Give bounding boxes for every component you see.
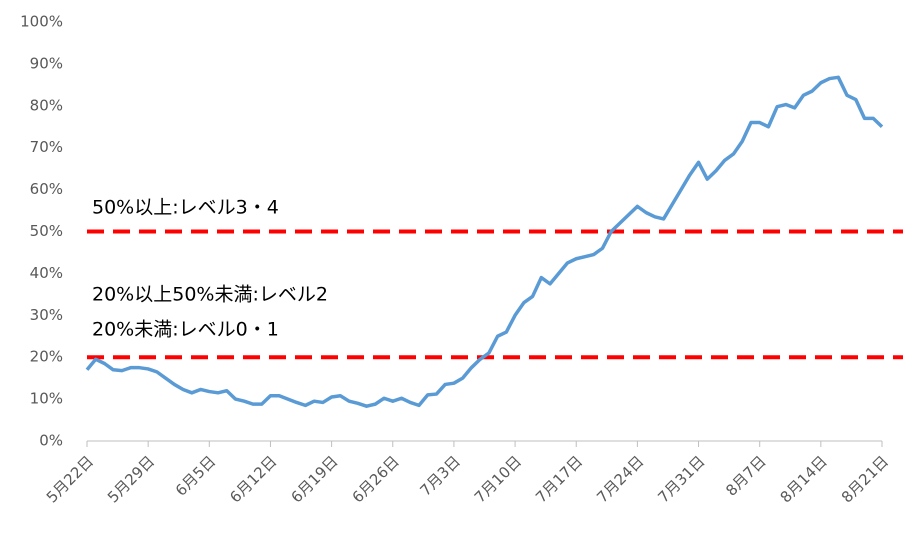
x-tick-label: 8月7日 — [722, 452, 769, 499]
y-tick-label: 50% — [30, 222, 63, 240]
annotation: 50%以上:レベル3・4 — [92, 197, 279, 219]
y-tick-label: 60% — [30, 180, 63, 198]
x-tick-label: 5月29日 — [104, 452, 158, 506]
x-tick-label: 5月22日 — [43, 452, 97, 506]
x-tick-label: 6月26日 — [349, 452, 403, 506]
x-tick-label: 7月24日 — [593, 452, 647, 506]
y-tick-label: 100% — [20, 13, 63, 31]
x-tick-label: 7月31日 — [654, 452, 708, 506]
y-tick-label: 70% — [30, 138, 63, 156]
y-tick-label: 30% — [30, 306, 63, 324]
y-tick-label: 20% — [30, 348, 63, 366]
x-tick-label: 7月10日 — [471, 452, 525, 506]
x-tick-label: 6月5日 — [172, 452, 219, 499]
x-tick-label: 6月19日 — [287, 452, 341, 506]
y-tick-label: 90% — [30, 54, 63, 72]
annotation: 20%以上50%未満:レベル2 — [92, 284, 328, 306]
y-tick-label: 80% — [30, 96, 63, 114]
y-tick-label: 10% — [30, 390, 63, 408]
x-tick-label: 8月14日 — [777, 452, 831, 506]
x-tick-label: 8月21日 — [838, 452, 892, 506]
x-tick-label: 6月12日 — [226, 452, 280, 506]
y-tick-label: 0% — [39, 432, 63, 450]
y-tick-label: 40% — [30, 264, 63, 282]
x-tick-label: 7月3日 — [416, 452, 463, 499]
data-line — [85, 75, 884, 408]
annotation: 20%未満:レベル0・1 — [92, 319, 279, 341]
x-tick-label: 7月17日 — [532, 452, 586, 506]
